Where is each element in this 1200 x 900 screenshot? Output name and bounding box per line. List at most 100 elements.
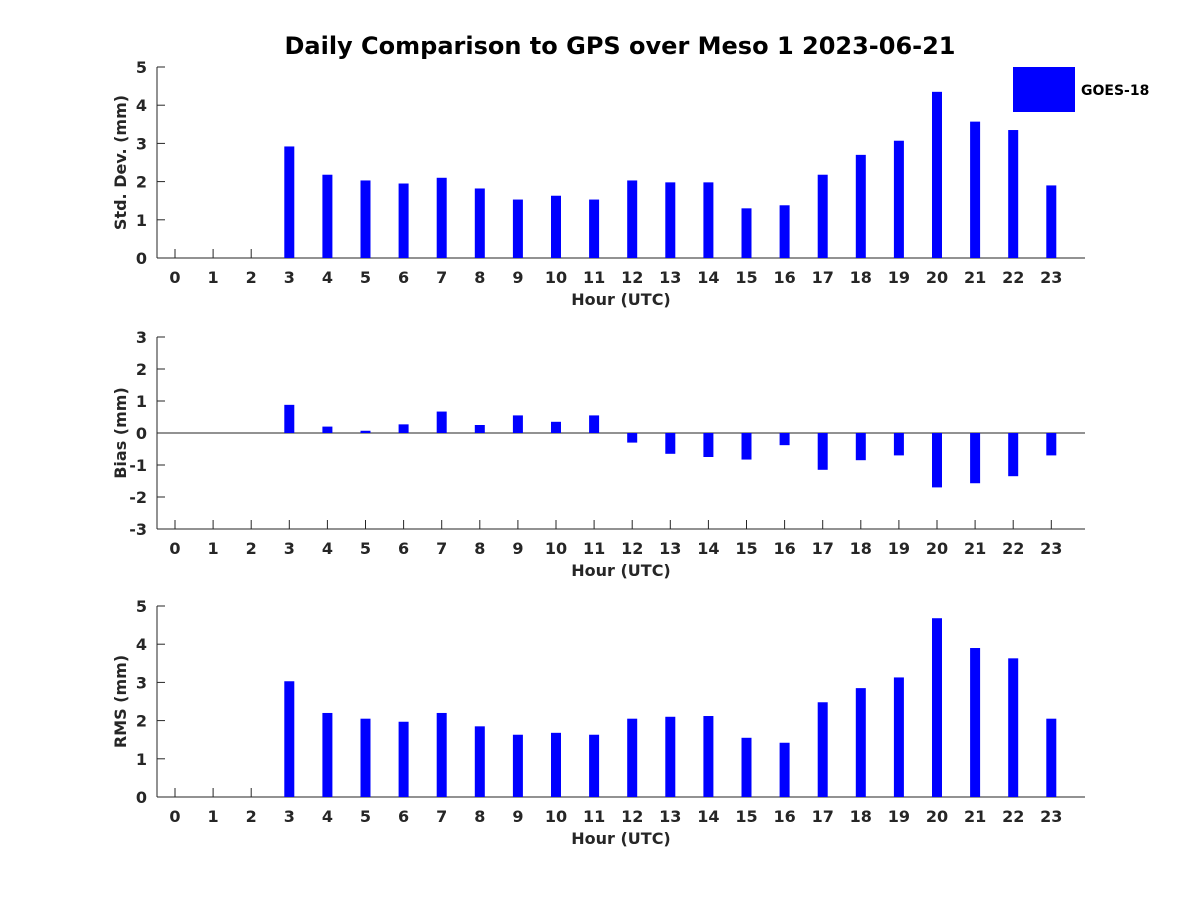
bar-hour-16 bbox=[779, 742, 790, 797]
y-axis-label: Std. Dev. (mm) bbox=[111, 95, 130, 230]
chart-title: Daily Comparison to GPS over Meso 1 2023… bbox=[284, 32, 955, 60]
x-tick-label: 23 bbox=[1040, 539, 1062, 558]
bar-hour-5 bbox=[360, 430, 371, 433]
bar-hour-10 bbox=[551, 195, 561, 258]
bar-hour-8 bbox=[474, 188, 485, 258]
bar-hour-7 bbox=[436, 712, 447, 797]
x-tick-label: 15 bbox=[735, 807, 757, 826]
x-tick-label: 19 bbox=[888, 539, 910, 558]
x-tick-label: 5 bbox=[360, 539, 371, 558]
bar-hour-18 bbox=[855, 688, 866, 797]
y-tick-label: 2 bbox=[136, 173, 147, 192]
x-tick-label: 13 bbox=[659, 807, 681, 826]
x-tick-label: 0 bbox=[169, 807, 180, 826]
bar-hour-4 bbox=[322, 712, 333, 797]
bar-hour-22 bbox=[1008, 433, 1019, 477]
x-tick-label: 11 bbox=[583, 807, 605, 826]
x-tick-label: 19 bbox=[888, 807, 910, 826]
bar-hour-19 bbox=[893, 433, 904, 456]
legend-label-goes-18: GOES-18 bbox=[1081, 83, 1149, 99]
x-tick-label: 21 bbox=[964, 807, 986, 826]
x-tick-label: 13 bbox=[659, 539, 681, 558]
x-tick-label: 20 bbox=[926, 539, 948, 558]
y-tick-label: -1 bbox=[129, 456, 147, 475]
bar-hour-13 bbox=[665, 433, 676, 454]
bar-hour-23 bbox=[1046, 433, 1057, 456]
bar-hour-17 bbox=[817, 174, 828, 258]
bar-hour-6 bbox=[398, 721, 409, 797]
x-axis-label: Hour (UTC) bbox=[571, 561, 671, 580]
x-tick-label: 3 bbox=[284, 268, 295, 287]
x-tick-label: 14 bbox=[697, 268, 719, 287]
bar-hour-16 bbox=[779, 433, 790, 446]
bar-hour-9 bbox=[512, 734, 523, 797]
x-tick-label: 8 bbox=[474, 807, 485, 826]
x-tick-label: 12 bbox=[621, 539, 643, 558]
x-tick-label: 5 bbox=[360, 268, 371, 287]
y-tick-label: 0 bbox=[136, 788, 147, 807]
x-tick-label: 2 bbox=[246, 268, 257, 287]
bar-hour-11 bbox=[589, 199, 600, 258]
bar-hour-10 bbox=[551, 732, 561, 797]
bar-hour-19 bbox=[893, 140, 904, 258]
y-tick-label: 1 bbox=[136, 211, 147, 230]
x-tick-label: 3 bbox=[284, 807, 295, 826]
bar-hour-8 bbox=[474, 425, 485, 433]
bar-hour-15 bbox=[741, 433, 752, 460]
bar-hour-7 bbox=[436, 411, 447, 433]
bar-hour-17 bbox=[817, 702, 828, 797]
x-tick-label: 10 bbox=[545, 807, 567, 826]
x-tick-label: 23 bbox=[1040, 807, 1062, 826]
bar-hour-14 bbox=[703, 716, 714, 797]
bar-hour-22 bbox=[1008, 130, 1019, 258]
x-tick-label: 18 bbox=[850, 539, 872, 558]
bar-hour-20 bbox=[932, 91, 942, 258]
bar-hour-8 bbox=[474, 726, 485, 797]
bar-hour-5 bbox=[360, 180, 371, 258]
x-tick-label: 22 bbox=[1002, 268, 1024, 287]
bar-hour-17 bbox=[817, 433, 828, 470]
bar-hour-11 bbox=[589, 734, 600, 797]
x-tick-label: 11 bbox=[583, 539, 605, 558]
y-tick-label: 0 bbox=[136, 424, 147, 443]
x-tick-label: 11 bbox=[583, 268, 605, 287]
bar-hour-12 bbox=[627, 718, 638, 797]
x-tick-label: 15 bbox=[735, 539, 757, 558]
x-tick-label: 8 bbox=[474, 268, 485, 287]
legend-swatch-goes-18 bbox=[1013, 67, 1075, 112]
x-tick-label: 23 bbox=[1040, 268, 1062, 287]
x-tick-label: 9 bbox=[512, 807, 523, 826]
y-tick-label: 3 bbox=[136, 328, 147, 347]
bar-hour-9 bbox=[512, 415, 523, 433]
x-tick-label: 0 bbox=[169, 539, 180, 558]
x-tick-label: 20 bbox=[926, 268, 948, 287]
bar-hour-21 bbox=[970, 121, 981, 258]
y-tick-label: 1 bbox=[136, 750, 147, 769]
x-tick-label: 9 bbox=[512, 539, 523, 558]
bar-hour-6 bbox=[398, 424, 409, 433]
bar-hour-18 bbox=[855, 433, 866, 461]
x-tick-label: 16 bbox=[773, 539, 795, 558]
bar-hour-12 bbox=[627, 180, 638, 258]
bar-hour-9 bbox=[512, 199, 523, 258]
bar-hour-16 bbox=[779, 205, 790, 258]
x-tick-label: 20 bbox=[926, 807, 948, 826]
x-tick-label: 13 bbox=[659, 268, 681, 287]
x-tick-label: 15 bbox=[735, 268, 757, 287]
x-tick-label: 10 bbox=[545, 268, 567, 287]
y-tick-label: 5 bbox=[136, 597, 147, 616]
x-tick-label: 4 bbox=[322, 268, 333, 287]
bar-hour-21 bbox=[970, 648, 981, 797]
x-tick-label: 14 bbox=[697, 539, 719, 558]
x-tick-label: 9 bbox=[512, 268, 523, 287]
x-tick-label: 0 bbox=[169, 268, 180, 287]
x-tick-label: 17 bbox=[812, 539, 834, 558]
x-tick-label: 17 bbox=[812, 268, 834, 287]
y-tick-label: 1 bbox=[136, 392, 147, 411]
bar-hour-4 bbox=[322, 426, 333, 433]
